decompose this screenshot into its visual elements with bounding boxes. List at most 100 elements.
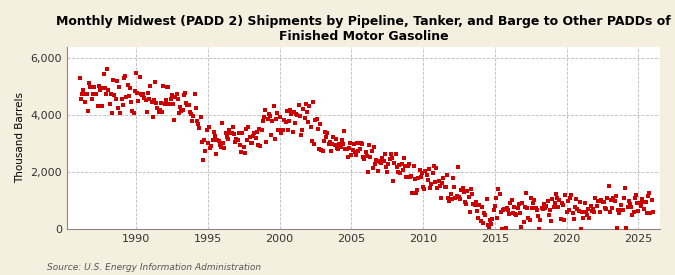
Point — [596, 198, 607, 202]
Point — [103, 88, 114, 92]
Point — [435, 183, 446, 188]
Point — [277, 128, 288, 132]
Point — [353, 149, 364, 153]
Point — [279, 117, 290, 122]
Point — [155, 108, 165, 112]
Point — [338, 142, 348, 147]
Point — [141, 109, 152, 114]
Point — [593, 199, 603, 203]
Point — [267, 119, 277, 123]
Point — [285, 108, 296, 112]
Point — [116, 97, 127, 101]
Point — [645, 211, 656, 215]
Point — [492, 216, 503, 221]
Point — [244, 135, 255, 139]
Point — [345, 141, 356, 145]
Point — [504, 212, 514, 216]
Point — [250, 136, 261, 140]
Point — [311, 117, 322, 121]
Point — [443, 196, 454, 200]
Point — [605, 198, 616, 202]
Point — [474, 203, 485, 207]
Point — [597, 200, 608, 204]
Point — [169, 118, 180, 123]
Point — [431, 166, 441, 171]
Point — [175, 104, 186, 109]
Point — [566, 193, 577, 197]
Point — [502, 205, 512, 210]
Point — [183, 102, 194, 107]
Point — [369, 145, 379, 149]
Point — [553, 205, 564, 210]
Point — [457, 186, 468, 190]
Point — [273, 128, 284, 132]
Point — [590, 196, 601, 200]
Point — [458, 189, 469, 194]
Point — [248, 134, 259, 138]
Point — [440, 185, 451, 189]
Point — [297, 128, 308, 132]
Point — [572, 207, 583, 211]
Point — [418, 185, 429, 189]
Point — [539, 202, 549, 206]
Point — [556, 201, 567, 205]
Point — [522, 206, 533, 210]
Point — [565, 196, 576, 200]
Point — [195, 115, 206, 119]
Point — [92, 104, 103, 108]
Point — [461, 202, 472, 207]
Point — [449, 185, 460, 189]
Point — [364, 143, 375, 148]
Point — [446, 192, 456, 196]
Point — [598, 200, 609, 205]
Point — [99, 72, 109, 76]
Point — [113, 106, 124, 110]
Point — [472, 209, 483, 213]
Point — [236, 150, 246, 155]
Point — [362, 154, 373, 159]
Point — [134, 75, 145, 79]
Point — [313, 126, 323, 131]
Point — [172, 97, 183, 101]
Point — [226, 131, 237, 136]
Point — [618, 208, 628, 212]
Point — [231, 137, 242, 141]
Point — [163, 84, 173, 89]
Point — [624, 202, 635, 206]
Point — [381, 165, 392, 169]
Point — [480, 213, 491, 217]
Point — [302, 110, 313, 114]
Point — [516, 225, 526, 229]
Point — [402, 164, 413, 168]
Point — [541, 204, 551, 208]
Point — [325, 148, 336, 153]
Point — [331, 146, 342, 150]
Point — [367, 166, 378, 170]
Point — [356, 141, 367, 146]
Point — [186, 112, 196, 116]
Point — [389, 161, 400, 165]
Point — [367, 149, 377, 153]
Point — [333, 147, 344, 151]
Point — [604, 210, 615, 214]
Point — [454, 195, 464, 199]
Point — [240, 150, 250, 155]
Point — [165, 97, 176, 101]
Point — [304, 104, 315, 108]
Point — [277, 128, 288, 133]
Point — [612, 226, 622, 230]
Point — [634, 200, 645, 205]
Point — [164, 102, 175, 106]
Point — [547, 197, 558, 201]
Point — [146, 100, 157, 104]
Point — [198, 158, 209, 162]
Point — [133, 99, 144, 103]
Point — [401, 175, 412, 179]
Point — [626, 205, 637, 209]
Point — [323, 142, 334, 146]
Point — [582, 213, 593, 218]
Point — [365, 154, 376, 159]
Point — [322, 131, 333, 135]
Point — [517, 201, 528, 205]
Point — [205, 146, 215, 150]
